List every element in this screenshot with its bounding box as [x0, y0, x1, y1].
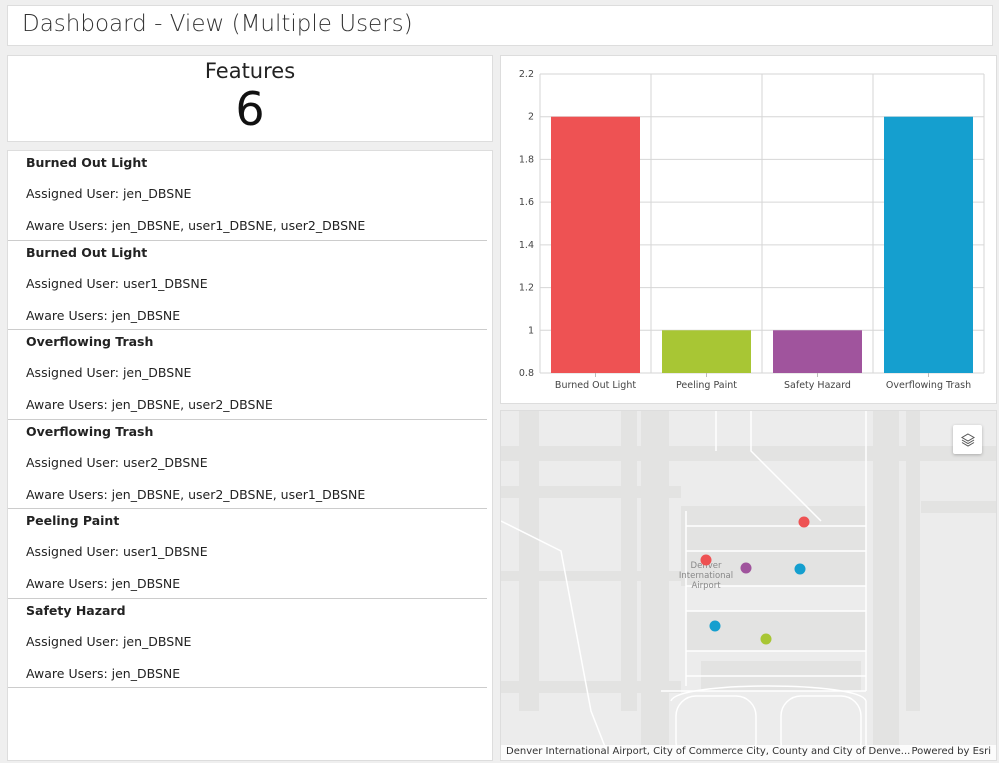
item-title: Burned Out Light — [26, 244, 148, 260]
map-point[interactable] — [709, 620, 721, 632]
y-tick-label: 1.6 — [519, 197, 534, 208]
assigned-user: Assigned User: user1_DBSNE — [26, 275, 208, 291]
feature-list: Burned Out Light Assigned User: jen_DBSNE… — [7, 150, 493, 761]
list-item[interactable]: Burned Out Light Assigned User: jen_DBSNE… — [8, 151, 487, 241]
list-item[interactable]: Safety Hazard Assigned User: jen_DBSNE Awa… — [8, 599, 487, 688]
map-label-line: International — [679, 571, 733, 581]
map-point[interactable] — [740, 562, 752, 574]
assigned-user: Assigned User: jen_DBSNE — [26, 633, 192, 649]
y-tick-label: 2 — [528, 112, 534, 123]
x-tick-label: Burned Out Light — [555, 380, 636, 391]
chart-svg: 0.8 1 1.2 1.4 1.6 1.8 2 2.2 Burned Out Light Peel… — [519, 69, 985, 391]
item-title: Peeling Paint — [26, 513, 120, 528]
indicator-value: 6 — [235, 82, 265, 136]
bar-chart: 0.8 1 1.2 1.4 1.6 1.8 2 2.2 Burned Out Light Peel… — [500, 55, 997, 404]
map-point[interactable] — [794, 563, 806, 575]
assigned-user: Assigned User: user1_DBSNE — [26, 544, 208, 559]
assigned-user: Assigned User: jen_DBSNE — [26, 186, 192, 201]
bar — [884, 116, 973, 373]
aware-users: Aware Users: jen_DBSNE — [26, 576, 181, 591]
aware-users: Aware Users: jen_DBSNE, user2_DBSNE — [26, 397, 273, 412]
y-tick-label: 1.4 — [519, 240, 534, 251]
dashboard-title: Dashboard - View (Multiple Users) — [7, 5, 993, 46]
map-label-line: Airport — [691, 581, 721, 591]
map-point[interactable] — [798, 516, 810, 528]
item-title: Overflowing Trash — [26, 423, 154, 439]
list-item[interactable]: Overflowing Trash Assigned User: jen_DBSN… — [8, 330, 487, 420]
attribution-text: Denver International Airport, City of Co… — [506, 746, 911, 757]
item-title: Overflowing Trash — [26, 334, 154, 349]
indicator-label: Features — [204, 59, 296, 83]
aware-users: Aware Users: jen_DBSNE, user1_DBSNE, use… — [26, 218, 366, 233]
y-tick-label: 1.2 — [519, 283, 534, 294]
item-title: Burned Out Light — [26, 155, 148, 170]
list-item[interactable]: Burned Out Light Assigned User: user1_DBS… — [8, 241, 487, 330]
list-item[interactable]: Peeling Paint Assigned User: user1_DBSNE A… — [8, 509, 487, 599]
y-tick-label: 2.2 — [519, 69, 534, 80]
map-view[interactable]: Denver International Airport Denver Inte… — [500, 410, 997, 761]
assigned-user: Assigned User: jen_DBSNE — [26, 365, 192, 380]
x-tick-label: Safety Hazard — [784, 380, 851, 391]
x-tick-label: Overflowing Trash — [886, 380, 971, 391]
bar — [662, 330, 751, 373]
map-point[interactable] — [700, 554, 712, 566]
map-attribution: Denver International Airport, City of Co… — [501, 745, 996, 760]
features-indicator: Features 6 — [7, 55, 493, 142]
map-label-line: Denver — [691, 561, 722, 571]
bar — [773, 330, 862, 373]
powered-by-esri[interactable]: Powered by Esri — [911, 746, 991, 757]
aware-users: Aware Users: jen_DBSNE — [26, 307, 181, 323]
item-title: Safety Hazard — [26, 602, 126, 618]
aware-users: Aware Users: jen_DBSNE — [26, 665, 181, 681]
layers-button[interactable] — [953, 425, 982, 454]
x-tick-label: Peeling Paint — [676, 380, 737, 391]
aware-users: Aware Users: jen_DBSNE, user2_DBSNE, use… — [26, 486, 366, 502]
layers-icon — [960, 432, 975, 447]
y-tick-label: 1.8 — [519, 154, 534, 165]
y-tick-label: 0.8 — [519, 368, 534, 379]
basemap: Denver International Airport — [501, 411, 996, 760]
y-tick-label: 1 — [528, 325, 534, 336]
map-point[interactable] — [760, 633, 772, 645]
assigned-user: Assigned User: user2_DBSNE — [26, 454, 208, 470]
list-item[interactable]: Overflowing Trash Assigned User: user2_DB… — [8, 420, 487, 509]
bar — [551, 116, 640, 373]
